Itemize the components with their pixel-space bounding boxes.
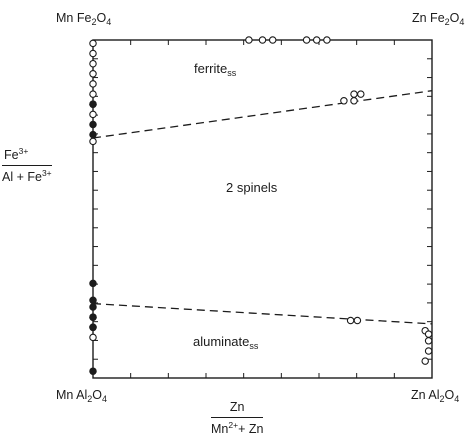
data-point-open [89, 59, 97, 68]
boundary-line [92, 302, 433, 325]
numerator-text: Fe [4, 148, 19, 162]
denominator-text: Mn [211, 421, 229, 436]
data-point-filled [89, 323, 97, 332]
corner-mid: O [96, 11, 107, 25]
data-point-open [424, 347, 433, 355]
x-axis-numerator: Zn [211, 401, 263, 417]
data-point-open [89, 70, 97, 78]
corner-base: Zn Fe [412, 11, 445, 25]
fraction-bar [2, 164, 52, 166]
data-point-open [89, 137, 97, 146]
data-point-open [312, 36, 321, 44]
corner-sub: 4 [454, 394, 460, 404]
corner-mid: O [449, 11, 460, 25]
corner-label-mnal2o4: Mn Al2O4 [56, 389, 107, 404]
corner-label-znfe2o4: Zn Fe2O4 [412, 12, 464, 27]
denominator-sup: 3+ [41, 167, 52, 178]
corner-base: Zn Al [411, 388, 440, 402]
corner-mid: O [444, 388, 455, 402]
data-point-open [340, 97, 348, 105]
corner-label-znal2o4: Zn Al2O4 [411, 389, 459, 404]
data-point-open [89, 80, 97, 88]
numerator-sup: 3+ [18, 146, 29, 156]
boundary-line [92, 90, 433, 139]
data-point-filled [89, 130, 97, 139]
data-point-open [357, 90, 365, 98]
data-point-open [424, 330, 433, 338]
corner-base: Mn Fe [56, 11, 92, 25]
region-base: ferrite [194, 61, 228, 76]
corner-sub: 4 [459, 17, 465, 27]
region-base: aluminate [193, 334, 250, 349]
region-text: 2 spinels [226, 180, 278, 195]
region-label-ferrite: ferritess [194, 62, 236, 78]
data-point-open [89, 333, 97, 342]
data-point-open [350, 97, 358, 105]
denominator-tail: + Zn [238, 421, 264, 436]
data-point-open [268, 36, 277, 44]
region-sub: ss [227, 68, 237, 78]
corner-sub: 2 [87, 394, 93, 404]
data-point-filled [89, 120, 97, 129]
data-point-open [258, 36, 267, 44]
corner-sub: 4 [102, 394, 108, 404]
corner-sub: 2 [444, 17, 450, 27]
y-axis-denominator: Al + Fe3+ [2, 166, 52, 184]
corner-sub: 2 [91, 17, 97, 27]
data-point-open [89, 90, 97, 98]
corner-mid: O [92, 388, 103, 402]
data-point-open [302, 36, 311, 44]
data-point-filled [89, 313, 97, 321]
data-point-filled [89, 100, 97, 108]
data-point-open [424, 337, 433, 345]
data-point-open [89, 49, 97, 58]
data-point-filled [89, 303, 97, 311]
numerator-text: Zn [229, 400, 245, 414]
corner-label-mnfe2o4: Mn Fe2O4 [56, 12, 111, 27]
data-point-filled [89, 279, 97, 288]
fraction-bar [211, 416, 264, 418]
data-point-open [353, 316, 362, 325]
x-axis-label: Zn Mn2++ Zn [211, 401, 264, 436]
data-point-open [245, 36, 253, 44]
corner-base: Mn Al [56, 388, 88, 402]
data-point-open [346, 316, 355, 325]
ticks-layer [93, 40, 432, 378]
region-label-aluminate: aluminatess [193, 335, 258, 351]
denominator-sup: 2+ [228, 419, 239, 430]
frame-layer [92, 39, 433, 379]
boundary-lines-layer [92, 90, 433, 325]
data-point-open [350, 90, 358, 98]
data-points-layer [89, 36, 433, 375]
data-point-open [89, 110, 97, 119]
y-axis-label: Fe3+ Al + Fe3+ [2, 147, 52, 183]
corner-sub: 4 [106, 17, 112, 27]
y-axis-numerator: Fe3+ [2, 147, 52, 165]
region-sub: ss [249, 341, 259, 351]
corner-sub: 2 [439, 394, 445, 404]
data-point-open [89, 39, 97, 48]
denominator-text: Al + Fe [2, 169, 42, 184]
plot-frame [92, 39, 433, 379]
data-point-filled [89, 296, 97, 305]
data-point-open [421, 357, 429, 365]
x-axis-denominator: Mn2++ Zn [211, 418, 263, 436]
data-point-open [323, 36, 331, 44]
data-point-filled [89, 367, 97, 375]
region-label-two-spinels: 2 spinels [226, 181, 277, 194]
